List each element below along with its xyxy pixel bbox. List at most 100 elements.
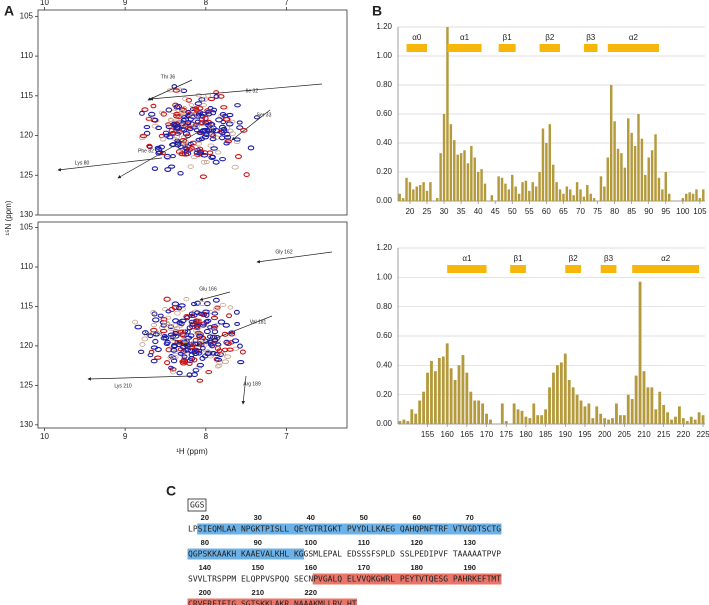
peak (195, 106, 204, 111)
peak (195, 137, 203, 142)
peak (201, 134, 210, 140)
peak (163, 296, 171, 302)
peak (237, 343, 243, 349)
peak (231, 164, 239, 170)
peak (228, 119, 236, 124)
x-tick-label: 225 (696, 430, 709, 439)
bar (500, 403, 504, 424)
bar (587, 403, 591, 424)
bar (591, 418, 595, 424)
sequence-text: CRVERFIEIG SGTSKKLAKR NAAAKMLLRV HT (188, 600, 357, 605)
peak (134, 324, 143, 330)
highlight (197, 523, 502, 535)
peak (157, 313, 164, 318)
peak (185, 110, 192, 115)
y-tick-label: 105 (20, 11, 34, 20)
secondary-structure (510, 265, 526, 273)
y-tick-label: 105 (20, 223, 34, 232)
peak (176, 320, 184, 325)
peak (239, 349, 246, 355)
structure-label: α1 (462, 254, 472, 263)
panel-label: C (166, 483, 176, 499)
x-axis-label: ¹H (ppm) (176, 447, 208, 456)
peak (172, 330, 179, 337)
peak (162, 320, 170, 326)
y-tick-label: 110 (20, 51, 33, 60)
structure-label: α0 (412, 33, 422, 42)
peak (209, 343, 216, 349)
peak (203, 312, 210, 318)
bar (528, 190, 531, 201)
structure-label: β1 (503, 33, 513, 42)
x-tick-label: 215 (657, 430, 671, 439)
peak (227, 305, 234, 310)
peak (164, 133, 170, 138)
x-tick-label: 35 (457, 207, 466, 216)
peak (215, 150, 222, 155)
peak (215, 342, 222, 347)
peak (197, 311, 204, 316)
y-tick-label: 130 (20, 420, 34, 429)
bar (442, 114, 446, 201)
bar (540, 415, 544, 424)
peak (213, 306, 221, 312)
peak (220, 105, 228, 110)
residue-number: 90 (254, 538, 262, 547)
peak (146, 143, 153, 149)
x-tick-label: 190 (559, 430, 573, 439)
bar (453, 140, 456, 201)
panel-label: B (372, 3, 382, 19)
peak-annotation: Arg 189 (243, 381, 261, 387)
peak (161, 307, 168, 312)
bar (480, 169, 483, 201)
y-tick-label: 115 (20, 302, 33, 311)
bar (616, 148, 620, 201)
residue-number: 120 (410, 538, 423, 547)
structure-label: α2 (661, 254, 671, 263)
residue-number: 180 (410, 563, 423, 572)
bar (654, 409, 658, 424)
peak (219, 351, 227, 356)
y-tick-label: 1.20 (376, 22, 392, 31)
bar (532, 403, 536, 424)
bar (430, 360, 433, 424)
peak (160, 317, 168, 322)
peak (155, 125, 162, 131)
peak (184, 347, 191, 353)
peak (172, 123, 179, 129)
bar (666, 412, 670, 424)
bar (559, 362, 563, 424)
peak (228, 331, 236, 337)
y-tick-label: 0.60 (376, 109, 392, 118)
peak (150, 327, 158, 333)
x-tick-label: 60 (542, 207, 551, 216)
y-tick-label: 0.40 (376, 138, 392, 147)
bar (412, 189, 415, 201)
y-tick-label: 0.80 (376, 302, 392, 311)
peak (184, 315, 191, 321)
peak (186, 147, 193, 152)
peak (200, 159, 207, 165)
peak (185, 335, 193, 340)
x-tick-label: 20 (405, 207, 414, 216)
peak (141, 107, 149, 113)
peak (202, 115, 209, 121)
y-tick-label: 0.80 (376, 80, 392, 89)
peak (178, 332, 186, 337)
peak (207, 325, 214, 330)
peak (180, 339, 188, 345)
peak (199, 323, 207, 328)
plot-frame (37, 221, 348, 429)
x-tick-label: 160 (441, 430, 455, 439)
peak (222, 322, 230, 328)
peak (164, 167, 172, 172)
peak (186, 126, 194, 132)
residue-number: 170 (357, 563, 370, 572)
residue-number: 220 (305, 588, 318, 597)
peak (208, 124, 215, 130)
bar (589, 193, 592, 201)
peak (154, 145, 162, 150)
bar (481, 403, 485, 424)
residue-number: 70 (466, 513, 474, 522)
